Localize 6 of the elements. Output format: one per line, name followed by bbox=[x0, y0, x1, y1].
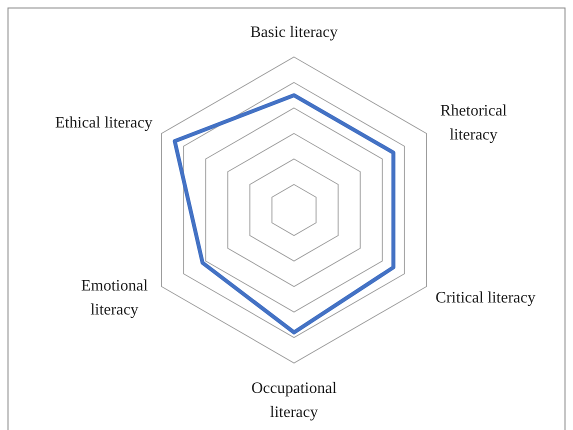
spoke-label: Occupational literacy bbox=[251, 380, 338, 421]
spoke-label: Basic literacy bbox=[250, 24, 338, 41]
spoke-label: Critical literacy bbox=[436, 290, 536, 306]
spoke-label: Emotional literacy bbox=[81, 278, 148, 318]
spoke-label: Ethical literacy bbox=[55, 114, 152, 132]
spoke-label: Rhetorical literacy bbox=[440, 102, 508, 144]
